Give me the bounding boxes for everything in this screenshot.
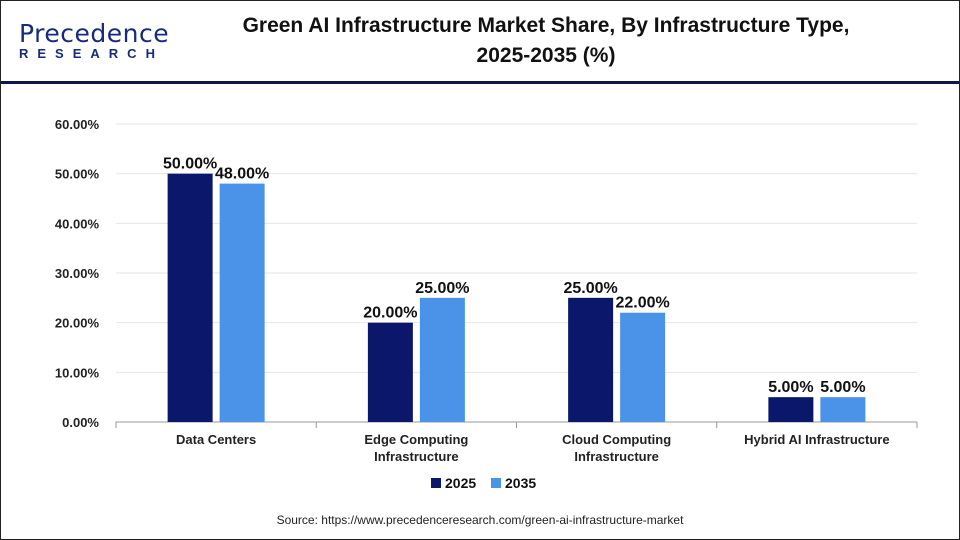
data-label: 5.00% [820, 379, 865, 396]
x-category-label: Infrastructure [374, 449, 459, 464]
bar-2035 [620, 312, 666, 422]
precedence-research-logo: Precedence RESEARCH [19, 19, 170, 65]
legend-label: 2025 [445, 475, 476, 491]
x-category-label: Hybrid AI Infrastructure [744, 432, 889, 447]
data-label: 25.00% [415, 280, 469, 297]
x-category-label: Cloud Computing [562, 432, 671, 447]
data-label: 22.00% [615, 295, 669, 312]
bar-2025 [167, 173, 213, 422]
y-tick-label: 40.00% [55, 216, 100, 231]
data-label: 5.00% [768, 379, 813, 396]
data-label: 48.00% [215, 166, 269, 183]
bar-2035 [219, 183, 265, 422]
y-tick-label: 50.00% [55, 167, 100, 182]
title-line-1: Green AI Infrastructure Market Share, By… [242, 14, 850, 37]
legend-label: 2035 [505, 475, 536, 491]
data-label: 20.00% [363, 305, 417, 322]
bar-chart: 0.00% 10.00% 20.00% 30.00% 40.00% 50.00% 60.00… [55, 117, 918, 491]
y-tick-label: 0.00% [62, 415, 99, 430]
x-category-label: Infrastructure [574, 449, 659, 464]
y-tick-label: 10.00% [55, 365, 100, 380]
bar-2035 [820, 397, 866, 422]
bar-2025 [367, 322, 413, 422]
logo-brand: Precedence [19, 19, 170, 48]
bar-2025 [768, 397, 814, 422]
data-label: 50.00% [163, 156, 217, 173]
header: Precedence RESEARCH Green AI Infrastruct… [1, 1, 959, 84]
y-tick-label: 30.00% [55, 266, 100, 281]
legend-swatch-2035 [491, 478, 501, 488]
bar-2025 [568, 297, 614, 422]
y-tick-label: 60.00% [55, 117, 100, 132]
x-category-label: Edge Computing [364, 432, 468, 447]
legend-swatch-2025 [431, 478, 441, 488]
x-category-label: Data Centers [176, 432, 256, 447]
y-tick-label: 20.00% [55, 316, 100, 331]
logo-sub: RESEARCH [19, 46, 164, 61]
chart-title: Green AI Infrastructure Market Share, By… [161, 11, 931, 71]
title-line-2: 2025-2035 (%) [476, 44, 616, 67]
data-label: 25.00% [563, 280, 617, 297]
source-note: Source: https://www.precedenceresearch.c… [276, 513, 684, 527]
bar-2035 [419, 297, 465, 422]
